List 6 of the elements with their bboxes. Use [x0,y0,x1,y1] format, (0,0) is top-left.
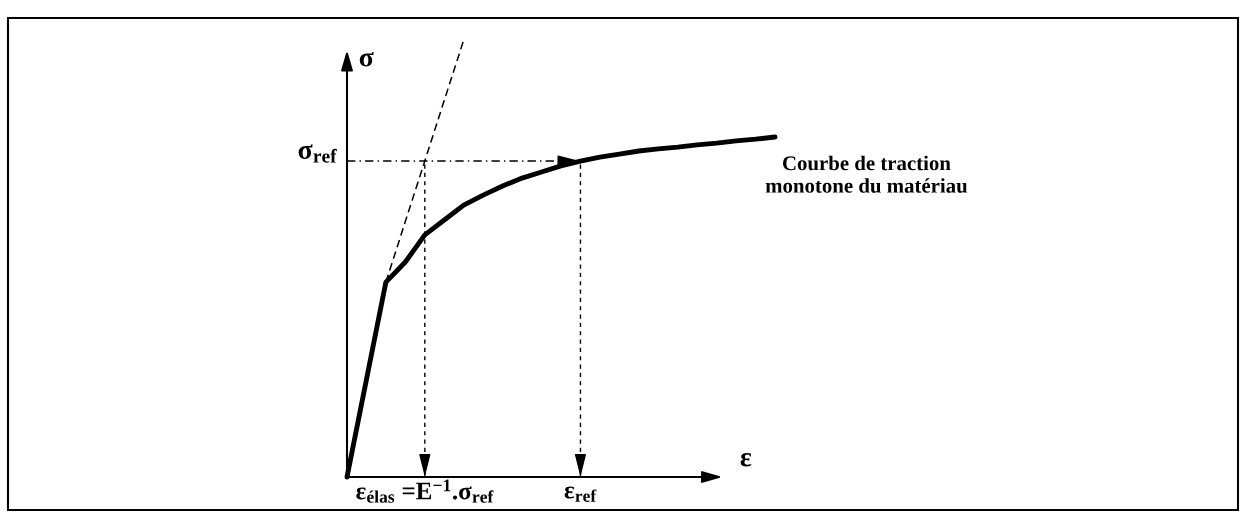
x-tick-label: ε$_{ref}$ [564,486,597,502]
y-axis-title: σ [359,51,374,67]
x-tick-label: ε$_{élas}$ =E$^{−1}$.σ$_{ref}$ [356,479,494,503]
x-axis-title: ε [740,453,752,467]
ref-line-label: σ$_{ref}$ [298,144,337,163]
series-label: Courbe de traction monotone du matériau [765,155,968,193]
